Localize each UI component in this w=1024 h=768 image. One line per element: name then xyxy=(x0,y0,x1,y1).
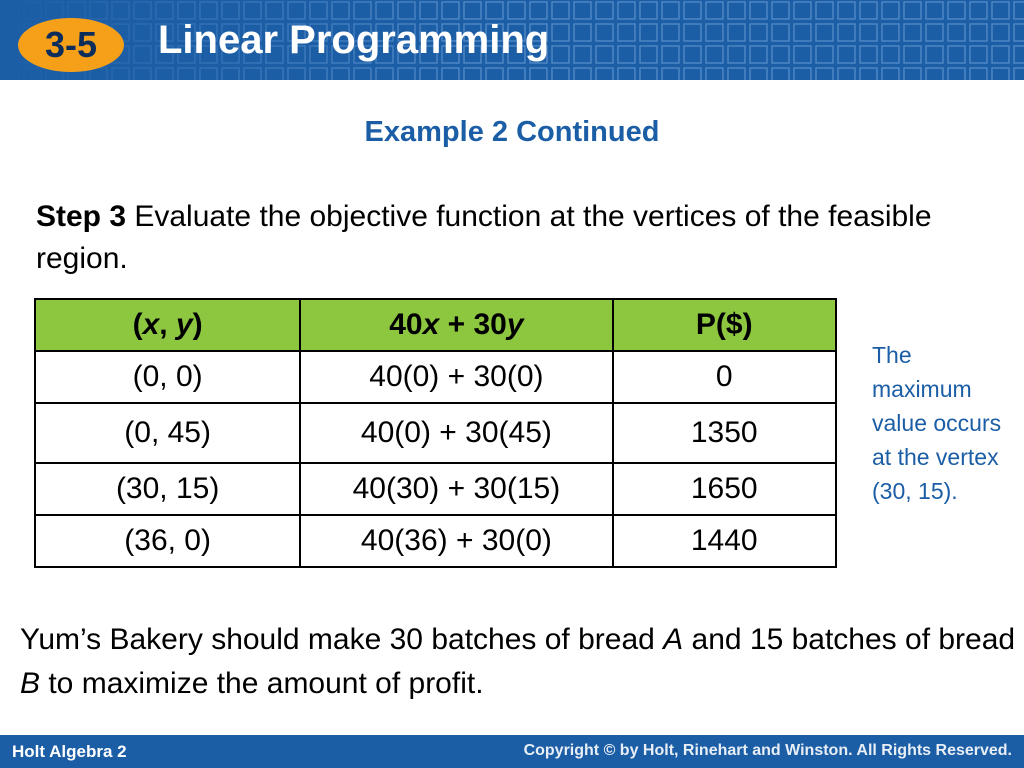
header-text: , xyxy=(159,308,176,341)
header-cell: P($) xyxy=(611,298,838,352)
conclusion-text: A xyxy=(663,623,684,656)
conclusion: Yum’s Bakery should make 30 batches of b… xyxy=(20,618,1020,706)
table-cell: 40(0) + 30(0) xyxy=(299,350,614,404)
header-text: y xyxy=(175,308,193,341)
table-cell: 1650 xyxy=(611,462,838,516)
table-cell: 40(30) + 30(15) xyxy=(299,462,614,516)
table-body: (0, 0) 40(0) + 30(0) 0 (0, 45) 40(0) + 30(45… xyxy=(33,350,838,568)
header-text: ) xyxy=(192,308,203,341)
footer-left: Holt Algebra 2 xyxy=(12,742,127,761)
vertex-table: (x, y) 40x + 30y P($) (0, 0) 40(0) + 30(0) 0… xyxy=(33,298,838,568)
header-text: P($) xyxy=(695,308,753,341)
table-row: (0, 45) 40(0) + 30(45) 1350 xyxy=(33,402,838,464)
header-text: x xyxy=(422,308,440,341)
header-text: x xyxy=(142,308,160,341)
table-row: (0, 0) 40(0) + 30(0) 0 xyxy=(33,350,838,404)
header-text: ( xyxy=(132,308,143,341)
table-cell: 1440 xyxy=(611,514,838,568)
footer-bar: Holt Algebra 2 Copyright © by Holt, Rine… xyxy=(0,735,1024,768)
header-text: + 30 xyxy=(439,308,507,341)
step-label: Step 3 xyxy=(36,200,127,233)
conclusion-text: to maximize the amount of profit. xyxy=(40,667,484,700)
table-cell: 1350 xyxy=(611,402,838,464)
table-cell: (0, 45) xyxy=(33,402,302,464)
table-cell: (36, 0) xyxy=(33,514,302,568)
lesson-badge: 3-5 xyxy=(18,18,124,72)
conclusion-text: and 15 batches of bread xyxy=(683,623,1016,656)
conclusion-text: Yum’s Bakery should make 30 batches of b… xyxy=(20,623,664,656)
header-pattern xyxy=(0,0,1024,80)
table-cell: 40(36) + 30(0) xyxy=(299,514,614,568)
conclusion-text: B xyxy=(20,667,41,700)
table-row: (36, 0) 40(36) + 30(0) 1440 xyxy=(33,514,838,568)
table-header: (x, y) 40x + 30y P($) xyxy=(33,298,838,352)
step-body: Evaluate the objective function at the v… xyxy=(36,200,932,275)
table-cell: 0 xyxy=(611,350,838,404)
slide-title: Linear Programming xyxy=(158,18,550,62)
subtitle: Example 2 Continued xyxy=(364,116,660,148)
header-bar: 3-5 Linear Programming xyxy=(0,0,1024,80)
table-cell: 40(0) + 30(45) xyxy=(299,402,614,464)
step-text: Step 3 Evaluate the objective function a… xyxy=(36,196,986,280)
table-cell: (30, 15) xyxy=(33,462,302,516)
header-cell: (x, y) xyxy=(33,298,302,352)
table-cell: (0, 0) xyxy=(33,350,302,404)
table-row: (30, 15) 40(30) + 30(15) 1650 xyxy=(33,462,838,516)
header-text: y xyxy=(506,308,524,341)
copyright: Copyright © by Holt, Rinehart and Winsto… xyxy=(523,742,1012,759)
side-note: The maximum value occurs at the vertex (… xyxy=(872,342,1002,504)
header-cell: 40x + 30y xyxy=(299,298,614,352)
header-text: 40 xyxy=(389,308,423,341)
